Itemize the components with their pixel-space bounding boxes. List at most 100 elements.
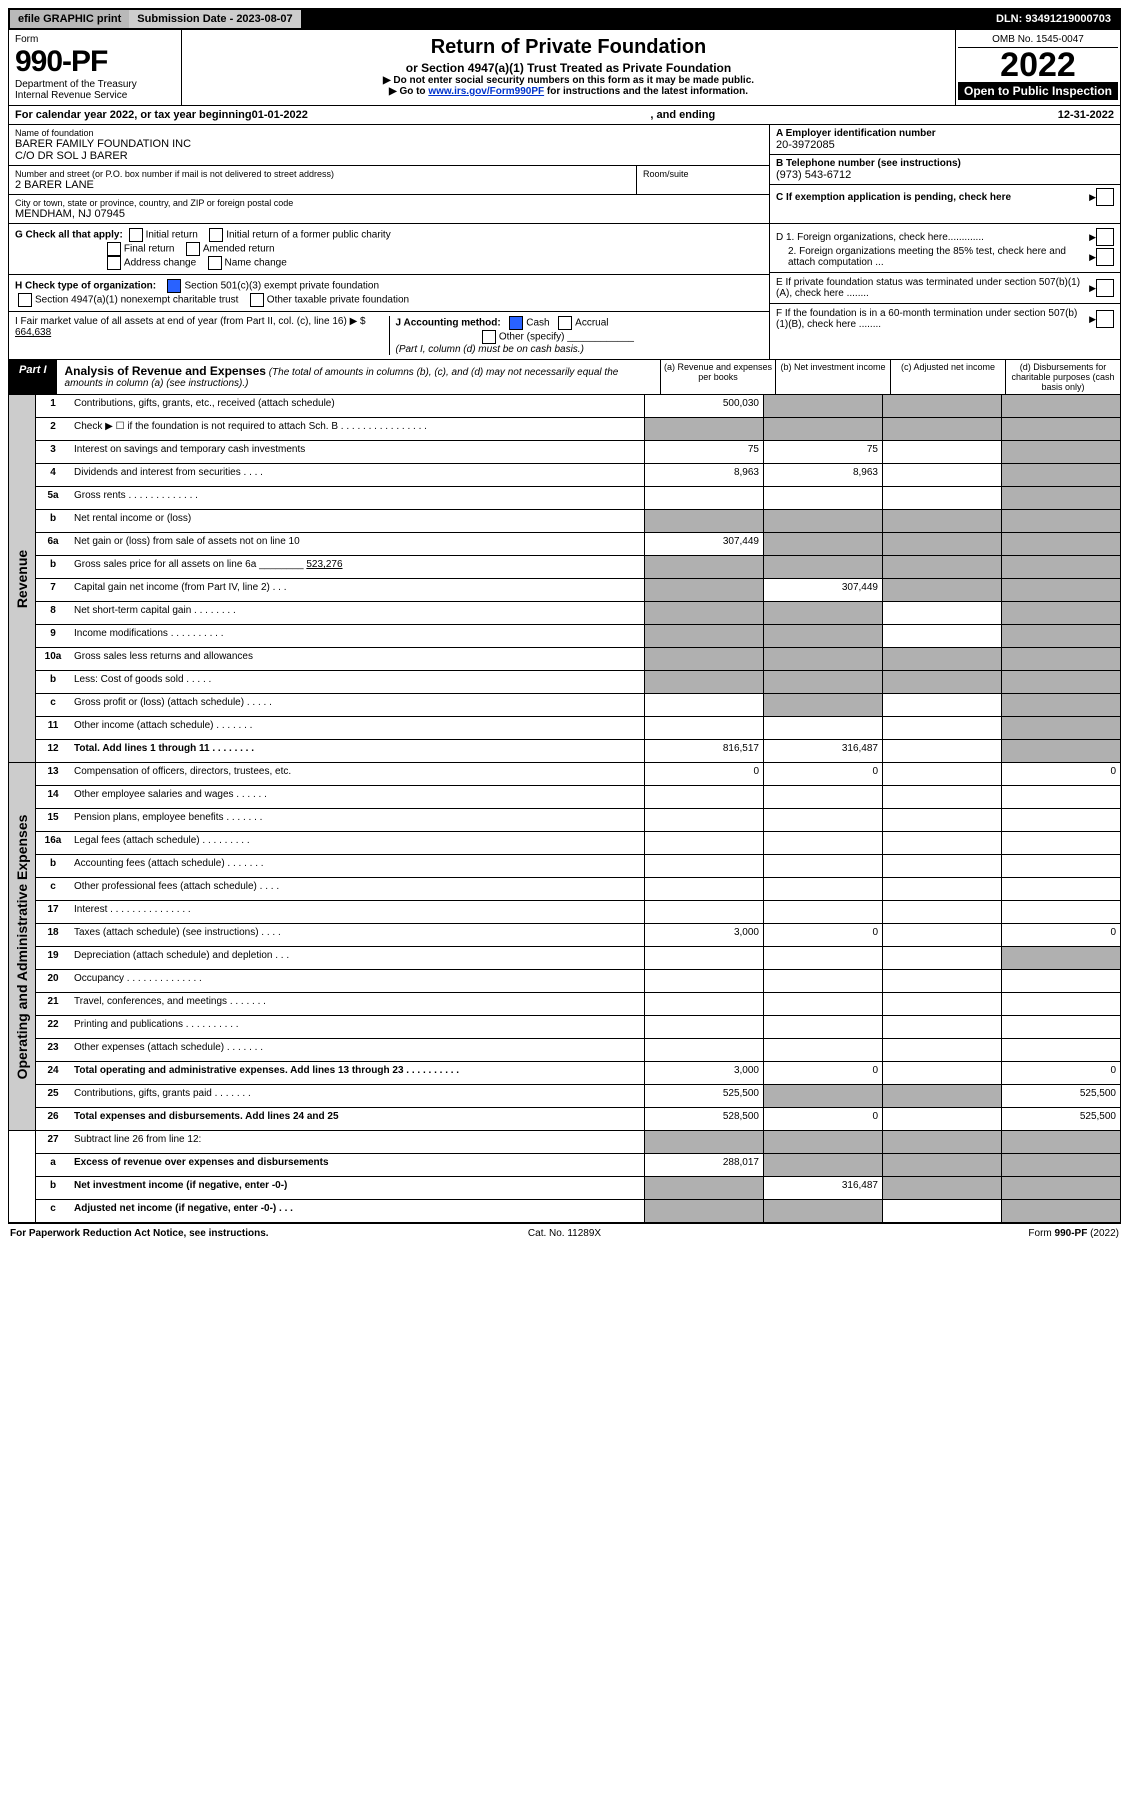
header-middle: Return of Private Foundation or Section … — [182, 30, 955, 105]
g-address-checkbox[interactable] — [107, 256, 121, 270]
expenses-rows: 13Compensation of officers, directors, t… — [36, 763, 1120, 1130]
checks-left: G Check all that apply: Initial return I… — [9, 224, 769, 359]
fmv-value: 664,638 — [15, 327, 51, 338]
ein-cell: A Employer identification number 20-3972… — [770, 125, 1120, 155]
row-23: 23Other expenses (attach schedule) . . .… — [36, 1039, 1120, 1062]
part1-title: Analysis of Revenue and Expenses — [65, 364, 266, 378]
expenses-section: Operating and Administrative Expenses 13… — [8, 763, 1121, 1131]
checks-right: D 1. Foreign organizations, check here..… — [769, 224, 1120, 359]
h-4947-checkbox[interactable] — [18, 293, 32, 307]
row-27c: cAdjusted net income (if negative, enter… — [36, 1200, 1120, 1222]
addr-room-row: Number and street (or P.O. box number if… — [9, 166, 769, 195]
g-row: G Check all that apply: Initial return I… — [9, 224, 769, 275]
note2-post: for instructions and the latest informat… — [544, 86, 748, 97]
room-label: Room/suite — [643, 169, 763, 179]
row-21: 21Travel, conferences, and meetings . . … — [36, 993, 1120, 1016]
row-22: 22Printing and publications . . . . . . … — [36, 1016, 1120, 1039]
row-7: 7Capital gain net income (from Part IV, … — [36, 579, 1120, 602]
row-11: 11Other income (attach schedule) . . . .… — [36, 717, 1120, 740]
g-initial-former-checkbox[interactable] — [209, 228, 223, 242]
footer: For Paperwork Reduction Act Notice, see … — [8, 1223, 1121, 1243]
col-d-head: (d) Disbursements for charitable purpose… — [1005, 360, 1120, 394]
h-501c3-checkbox[interactable] — [167, 279, 181, 293]
e-row: E If private foundation status was termi… — [770, 273, 1120, 304]
line27-section: 27Subtract line 26 from line 12: aExcess… — [8, 1131, 1121, 1223]
e-checkbox[interactable] — [1096, 279, 1114, 297]
d-row: D 1. Foreign organizations, check here..… — [770, 224, 1120, 273]
h-o2: Section 4947(a)(1) nonexempt charitable … — [35, 295, 238, 306]
spacer — [301, 10, 988, 28]
arrow-icon — [1089, 314, 1096, 325]
row-26: 26Total expenses and disbursements. Add … — [36, 1108, 1120, 1130]
row-16c: cOther professional fees (attach schedul… — [36, 878, 1120, 901]
revenue-section: Revenue 1Contributions, gifts, grants, e… — [8, 395, 1121, 763]
j-cash-checkbox[interactable] — [509, 316, 523, 330]
calendar-year-row: For calendar year 2022, or tax year begi… — [8, 106, 1121, 125]
g-o4: Amended return — [203, 244, 275, 255]
row-4: 4Dividends and interest from securities … — [36, 464, 1120, 487]
g-amended-checkbox[interactable] — [186, 242, 200, 256]
street-label: Number and street (or P.O. box number if… — [15, 169, 630, 179]
form-subtitle: or Section 4947(a)(1) Trust Treated as P… — [188, 61, 949, 75]
irs-link[interactable]: www.irs.gov/Form990PF — [428, 86, 544, 97]
foundation-name: BARER FAMILY FOUNDATION INC — [15, 138, 763, 150]
form-ref: Form 990-PF (2022) — [749, 1228, 1119, 1239]
dln-label: DLN: 93491219000703 — [988, 10, 1119, 28]
line27-rows: 27Subtract line 26 from line 12: aExcess… — [36, 1131, 1120, 1222]
row-6b: bGross sales price for all assets on lin… — [36, 556, 1120, 579]
row-14: 14Other employee salaries and wages . . … — [36, 786, 1120, 809]
city-label: City or town, state or province, country… — [15, 198, 763, 208]
city-value: MENDHAM, NJ 07945 — [15, 208, 763, 220]
submission-date: Submission Date - 2023-08-07 — [129, 10, 300, 28]
g-o5: Address change — [124, 258, 196, 269]
cat-no: Cat. No. 11289X — [380, 1228, 750, 1239]
row-1: 1Contributions, gifts, grants, etc., rec… — [36, 395, 1120, 418]
h-o3: Other taxable private foundation — [267, 295, 409, 306]
arrow-icon — [1089, 283, 1096, 294]
row-27a: aExcess of revenue over expenses and dis… — [36, 1154, 1120, 1177]
j-accrual-checkbox[interactable] — [558, 316, 572, 330]
note-ssn: ▶ Do not enter social security numbers o… — [188, 75, 949, 86]
identity-left: Name of foundation BARER FAMILY FOUNDATI… — [9, 125, 769, 223]
d2-checkbox[interactable] — [1096, 248, 1114, 266]
blank-gutter — [9, 1131, 36, 1222]
c-checkbox[interactable] — [1096, 188, 1114, 206]
g-name-checkbox[interactable] — [208, 256, 222, 270]
form-label: Form — [15, 34, 175, 45]
f-row: F If the foundation is in a 60-month ter… — [770, 304, 1120, 334]
row-6a: 6aNet gain or (loss) from sale of assets… — [36, 533, 1120, 556]
h-o1: Section 501(c)(3) exempt private foundat… — [184, 281, 379, 292]
row-15: 15Pension plans, employee benefits . . .… — [36, 809, 1120, 832]
d1-checkbox[interactable] — [1096, 228, 1114, 246]
j-other-checkbox[interactable] — [482, 330, 496, 344]
part1-title-area: Analysis of Revenue and Expenses (The to… — [57, 360, 660, 394]
tax-year: 2022 — [958, 48, 1118, 82]
g-initial-checkbox[interactable] — [129, 228, 143, 242]
row-13: 13Compensation of officers, directors, t… — [36, 763, 1120, 786]
expenses-rotated-label: Operating and Administrative Expenses — [9, 763, 36, 1130]
g-o1: Initial return — [146, 230, 198, 241]
h-other-checkbox[interactable] — [250, 293, 264, 307]
j-note: (Part I, column (d) must be on cash basi… — [396, 344, 584, 355]
col-b-head: (b) Net investment income — [775, 360, 890, 394]
f-checkbox[interactable] — [1096, 310, 1114, 328]
row-19: 19Depreciation (attach schedule) and dep… — [36, 947, 1120, 970]
exemption-cell: C If exemption application is pending, c… — [770, 185, 1120, 209]
row-20: 20Occupancy . . . . . . . . . . . . . . — [36, 970, 1120, 993]
open-to-public: Open to Public Inspection — [958, 82, 1118, 100]
g-final-checkbox[interactable] — [107, 242, 121, 256]
row-10b: bLess: Cost of goods sold . . . . . — [36, 671, 1120, 694]
name-label: Name of foundation — [15, 128, 763, 138]
identity-right: A Employer identification number 20-3972… — [769, 125, 1120, 223]
h-row: H Check type of organization: Section 50… — [9, 275, 769, 312]
row-16b: bAccounting fees (attach schedule) . . .… — [36, 855, 1120, 878]
d2-label: 2. Foreign organizations meeting the 85%… — [776, 246, 1089, 268]
col-c-head: (c) Adjusted net income — [890, 360, 1005, 394]
cal-end: 12-31-2022 — [1058, 109, 1114, 121]
row-27b: bNet investment income (if negative, ent… — [36, 1177, 1120, 1200]
row-10c: cGross profit or (loss) (attach schedule… — [36, 694, 1120, 717]
g-label: G Check all that apply: — [15, 230, 123, 241]
revenue-rows: 1Contributions, gifts, grants, etc., rec… — [36, 395, 1120, 762]
checks-area: G Check all that apply: Initial return I… — [8, 224, 1121, 360]
row-10a: 10aGross sales less returns and allowanc… — [36, 648, 1120, 671]
